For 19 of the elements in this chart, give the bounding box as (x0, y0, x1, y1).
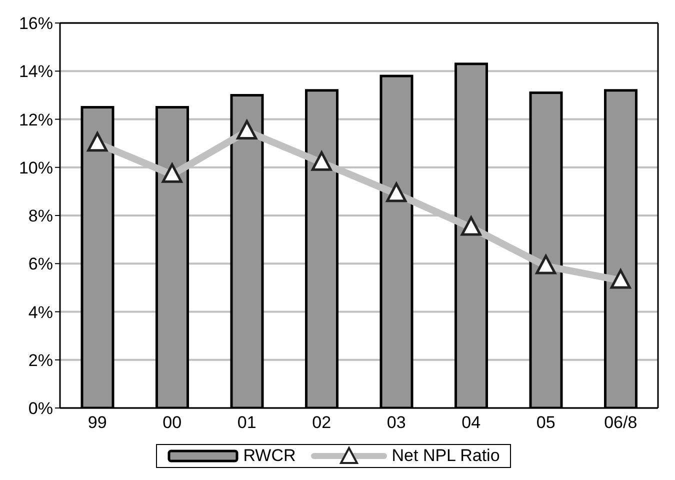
x-tick-label: 01 (237, 413, 256, 432)
legend-label: RWCR (243, 446, 296, 466)
x-tick-label: 05 (536, 413, 556, 432)
y-tick-label: 4% (28, 302, 53, 322)
x-tick-label: 00 (162, 413, 182, 432)
legend-label: Net NPL Ratio (392, 446, 500, 466)
x-tick-label: 03 (386, 413, 406, 432)
x-tick-label: 06/8 (604, 413, 638, 432)
x-tick-label: 02 (312, 413, 332, 432)
y-tick-label: 10% (18, 158, 53, 178)
y-tick-label: 16% (18, 14, 53, 34)
y-tick-label: 12% (18, 110, 53, 130)
y-tick-label: 2% (28, 350, 53, 370)
x-tick-label: 99 (88, 413, 107, 432)
y-tick-label: 8% (28, 206, 53, 226)
y-tick-label: 14% (18, 62, 53, 82)
x-tick-label: 04 (462, 413, 481, 432)
y-tick-label: 6% (28, 254, 53, 274)
y-tick-label: 0% (28, 399, 53, 418)
